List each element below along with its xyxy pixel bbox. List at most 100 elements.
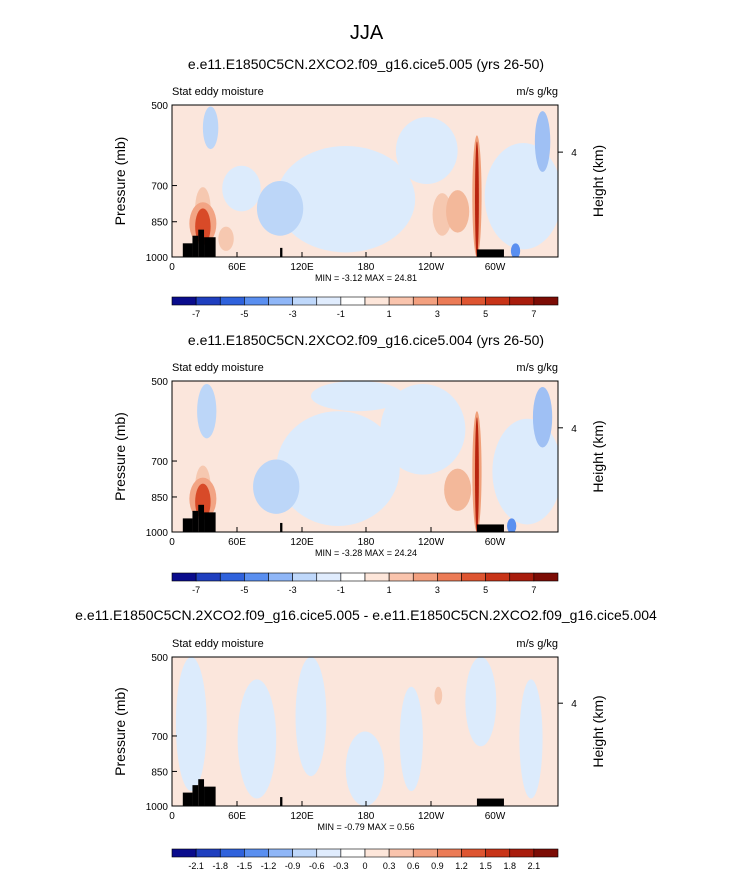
ytick-label: 850 <box>151 767 168 778</box>
contour-region <box>197 384 217 439</box>
xtick-label: 60W <box>485 537 506 548</box>
topography-mask <box>280 797 283 806</box>
topography-mask <box>198 504 205 532</box>
xtick-label: 180 <box>358 537 375 548</box>
topography-mask <box>280 522 283 532</box>
xtick-label: 60E <box>228 262 246 273</box>
topography-mask <box>192 235 199 257</box>
colorbar-label: -0.9 <box>285 861 301 871</box>
colorbar-label: -1.2 <box>261 861 277 871</box>
colorbar-box <box>340 848 366 858</box>
colorbar-box <box>461 848 486 858</box>
contour-region <box>510 243 521 257</box>
colorbar-box <box>388 848 414 858</box>
contour-region <box>276 146 416 253</box>
colorbar-label: -1.5 <box>237 861 253 871</box>
topography-mask <box>192 785 199 806</box>
chart-title: e.e11.E1850C5CN.2XCO2.f09_g16.cice5.004 … <box>188 332 544 348</box>
colorbar-label: 1 <box>387 585 392 595</box>
min-max-stats: MIN = -0.79 MAX = 0.56 <box>317 822 414 832</box>
contour-region <box>475 141 479 257</box>
colorbar-label: 7 <box>531 585 536 595</box>
ylabel: Pressure (mb) <box>112 412 128 501</box>
ytick-label: 500 <box>151 377 168 388</box>
xtick-label: 60E <box>228 811 246 822</box>
xtick-label: 120E <box>290 537 314 548</box>
ylabel: Pressure (mb) <box>112 687 128 776</box>
colorbar-label: 1.8 <box>503 861 516 871</box>
contour-region <box>222 165 261 212</box>
colorbar-label: 3 <box>435 309 440 319</box>
contour-region <box>175 657 207 792</box>
colorbar-label: 1.5 <box>479 861 492 871</box>
contour-region <box>434 686 443 705</box>
colorbar-label: 5 <box>483 309 488 319</box>
contour-region <box>345 731 385 806</box>
xtick-label: 0 <box>169 262 175 273</box>
topography-mask <box>476 249 504 257</box>
contour-region <box>507 518 517 532</box>
ytick-label: 500 <box>151 101 168 112</box>
colorbar-box <box>219 848 245 858</box>
xtick-label: 0 <box>169 537 175 548</box>
plot-border <box>171 656 559 807</box>
chart-title: e.e11.E1850C5CN.2XCO2.f09_g16.cice5.005 … <box>188 56 544 72</box>
contour-region <box>253 459 300 514</box>
plot-border <box>171 380 559 533</box>
colorbar-box <box>244 848 269 858</box>
xtick-label: 120E <box>290 262 314 273</box>
colorbar-label: -0.6 <box>309 861 325 871</box>
ytick-label: 500 <box>151 653 168 664</box>
chart-title: e.e11.E1850C5CN.2XCO2.f09_g16.cice5.005 … <box>75 607 657 623</box>
colorbar-label: 2.1 <box>528 861 541 871</box>
xtick-label: 120E <box>290 811 314 822</box>
topography-mask <box>182 243 193 257</box>
ytick-label: 1000 <box>146 528 169 539</box>
contour-region <box>310 381 404 412</box>
colorbar-box <box>509 848 535 858</box>
xtick-label: 60W <box>485 811 506 822</box>
xtick-label: 120W <box>418 262 445 273</box>
ylabel: Pressure (mb) <box>112 137 128 226</box>
xtick-label: 60W <box>485 262 506 273</box>
ylabel-right: Height (km) <box>590 420 606 492</box>
contour-region <box>399 686 423 792</box>
contour-region <box>295 657 327 777</box>
contour-region <box>532 387 553 448</box>
colorbar-box <box>412 848 438 858</box>
colorbar-box <box>171 848 197 858</box>
topography-mask <box>182 792 193 806</box>
left-label: Stat eddy moisture <box>172 638 264 650</box>
contour-region <box>465 657 497 747</box>
colorbar-label: 1 <box>387 309 392 319</box>
colorbar-box <box>437 848 462 858</box>
topography-mask <box>204 786 216 806</box>
contour-region <box>534 111 551 172</box>
ytick-label: 700 <box>151 182 168 193</box>
colorbar-label: -1 <box>337 585 345 595</box>
contour-region <box>395 117 458 185</box>
xtick-label: 180 <box>358 811 375 822</box>
colorbar-label: -3 <box>289 309 297 319</box>
left-label: Stat eddy moisture <box>172 86 264 98</box>
colorbar-box <box>316 848 342 858</box>
topography-mask <box>182 518 193 532</box>
xtick-label: 180 <box>358 262 375 273</box>
contour-region <box>444 468 472 511</box>
ylabel-right: Height (km) <box>590 145 606 217</box>
ytick-label: 850 <box>151 493 168 504</box>
colorbar-label: 0 <box>362 861 367 871</box>
xtick-label: 0 <box>169 811 175 822</box>
ylabel-right: Height (km) <box>590 695 606 767</box>
ytick-label: 1000 <box>146 253 169 264</box>
min-max-stats: MIN = -3.28 MAX = 24.24 <box>315 548 417 558</box>
colorbar-label: 5 <box>483 585 488 595</box>
ytick-label: 1000 <box>146 802 169 813</box>
colorbar-label: 3 <box>435 585 440 595</box>
ytick-right-label: 4 <box>571 424 577 435</box>
colorbar-label: -1.8 <box>212 861 228 871</box>
topography-mask <box>204 512 216 532</box>
contour-region <box>475 417 479 532</box>
ytick-right-label: 4 <box>571 148 577 159</box>
